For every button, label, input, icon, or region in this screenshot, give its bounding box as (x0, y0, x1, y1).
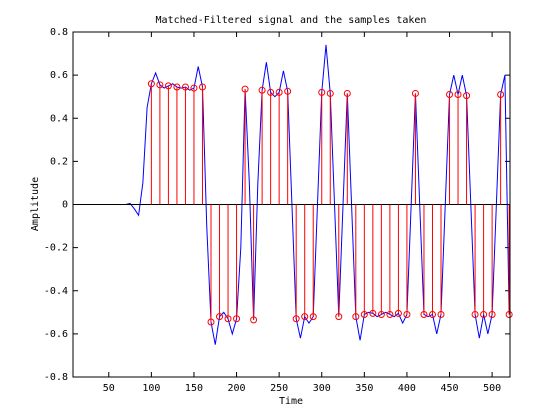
y-tick-label: 0 (62, 200, 68, 211)
stem-marker (267, 88, 275, 96)
stem-marker (207, 318, 215, 326)
x-tick-label: 350 (355, 383, 373, 394)
y-tick-label: 0.8 (50, 27, 68, 38)
stem-marker (488, 310, 496, 318)
stem-marker (463, 92, 471, 100)
y-tick-label: 0.4 (50, 113, 68, 124)
stem-marker (480, 310, 488, 318)
x-tick-label: 200 (228, 383, 246, 394)
stem-marker (377, 310, 385, 318)
y-tick-label: 0.2 (50, 156, 68, 167)
x-tick-label: 100 (142, 383, 160, 394)
y-tick-label: -0.6 (44, 329, 68, 340)
stem-marker (420, 310, 428, 318)
stem-marker (190, 84, 198, 92)
stem-marker (437, 310, 445, 318)
x-tick-label: 300 (313, 383, 331, 394)
stem-marker (250, 316, 258, 324)
stem-marker (275, 88, 283, 96)
stem-marker (224, 315, 232, 323)
stem-marker (198, 83, 206, 91)
stem-marker (284, 87, 292, 95)
stem-marker (428, 310, 436, 318)
y-axis-label: Amplitude (30, 177, 41, 231)
stem-marker (386, 310, 394, 318)
stem-marker (411, 89, 419, 97)
stem-marker (369, 309, 377, 317)
x-tick-label: 150 (185, 383, 203, 394)
stem-marker (301, 313, 309, 321)
y-tick-label: -0.4 (44, 286, 68, 297)
stem-marker (326, 89, 334, 97)
stem-marker (309, 313, 317, 321)
stem-marker (164, 82, 172, 90)
stem-marker (335, 313, 343, 321)
y-tick-label: -0.8 (44, 372, 68, 383)
stem-marker (156, 81, 164, 89)
signal-line (74, 44, 510, 345)
stem-marker (292, 315, 300, 323)
stem-marker (343, 89, 351, 97)
stem-marker (394, 309, 402, 317)
stem-marker (505, 310, 513, 318)
stem-marker (403, 310, 411, 318)
stem-marker (497, 91, 505, 99)
stem-marker (258, 86, 266, 94)
stem-marker (173, 83, 181, 91)
x-tick-label: 400 (398, 383, 416, 394)
stem-marker (454, 91, 462, 99)
chart-title: Matched-Filtered signal and the samples … (156, 15, 427, 26)
stem-marker (216, 313, 224, 321)
stem-marker (471, 310, 479, 318)
plot-frame (72, 31, 511, 378)
stem-marker (318, 88, 326, 96)
stem-marker (241, 85, 249, 93)
x-tick-label: 500 (483, 383, 501, 394)
x-tick-label: 50 (103, 383, 115, 394)
x-tick-label: 250 (270, 383, 288, 394)
x-tick-label: 450 (440, 383, 458, 394)
y-tick-label: -0.2 (44, 243, 68, 254)
stem-marker (233, 315, 241, 323)
stem-marker (181, 83, 189, 91)
stem-marker (446, 91, 454, 99)
x-axis-label: Time (279, 396, 303, 407)
stem-marker (352, 313, 360, 321)
y-tick-label: 0.6 (50, 70, 68, 81)
stem-marker (147, 80, 155, 88)
stem-marker (360, 310, 368, 318)
